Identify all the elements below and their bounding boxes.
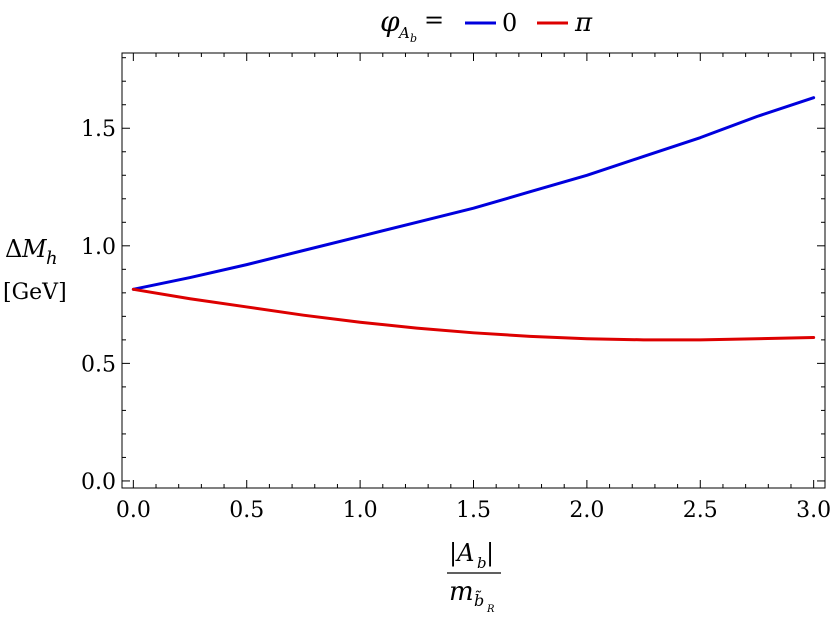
legend-symbol-subsub: b (410, 32, 417, 45)
x-tick-label: 2.0 (569, 498, 604, 523)
x-tick-label: 3.0 (796, 498, 830, 523)
legend-symbol-sub: A (397, 24, 410, 42)
legend-label-series-0: 0 (502, 9, 517, 37)
x-tick-label: 1.5 (456, 498, 491, 523)
series-line-1 (131, 287, 816, 342)
legend-symbol: φ (380, 5, 400, 38)
series-layer (131, 96, 816, 342)
x-label-denominator-sub: b̃ (474, 590, 484, 610)
y-tick-label: 0.5 (81, 352, 116, 377)
y-label-symbol: M (21, 235, 48, 263)
y-tick-label: 1.0 (81, 235, 116, 260)
x-label-numerator-sub: b (477, 554, 487, 572)
x-label-numerator: |A (449, 539, 474, 568)
y-label-unit: [GeV] (3, 280, 67, 305)
axis-ticks: 0.0 0.5 1.0 1.5 2.0 2.5 3.0 0.0 0.5 1.0 1.5 (81, 53, 830, 523)
y-label-delta: Δ (5, 235, 22, 263)
y-tick-label: 0.0 (81, 470, 116, 495)
x-label-denominator-subsub: R (486, 604, 495, 615)
legend-label-series-1: π (574, 8, 593, 38)
x-tick-label: 0.0 (116, 498, 151, 523)
x-axis-label: |A b | m b̃ R (447, 539, 501, 615)
x-tick-label: 2.5 (683, 498, 718, 523)
x-tick-label: 0.5 (229, 498, 264, 523)
x-tick-label: 1.0 (343, 498, 378, 523)
x-label-numerator-close: | (486, 539, 494, 568)
y-label-sub: h (46, 248, 58, 269)
y-tick-label: 1.5 (81, 117, 116, 142)
series-line-0 (131, 96, 816, 291)
legend-equals: = (424, 6, 444, 34)
y-axis-label: Δ M h [GeV] (3, 235, 67, 305)
legend: φ A b = 0 π (380, 5, 593, 45)
x-label-denominator: m (449, 577, 474, 607)
